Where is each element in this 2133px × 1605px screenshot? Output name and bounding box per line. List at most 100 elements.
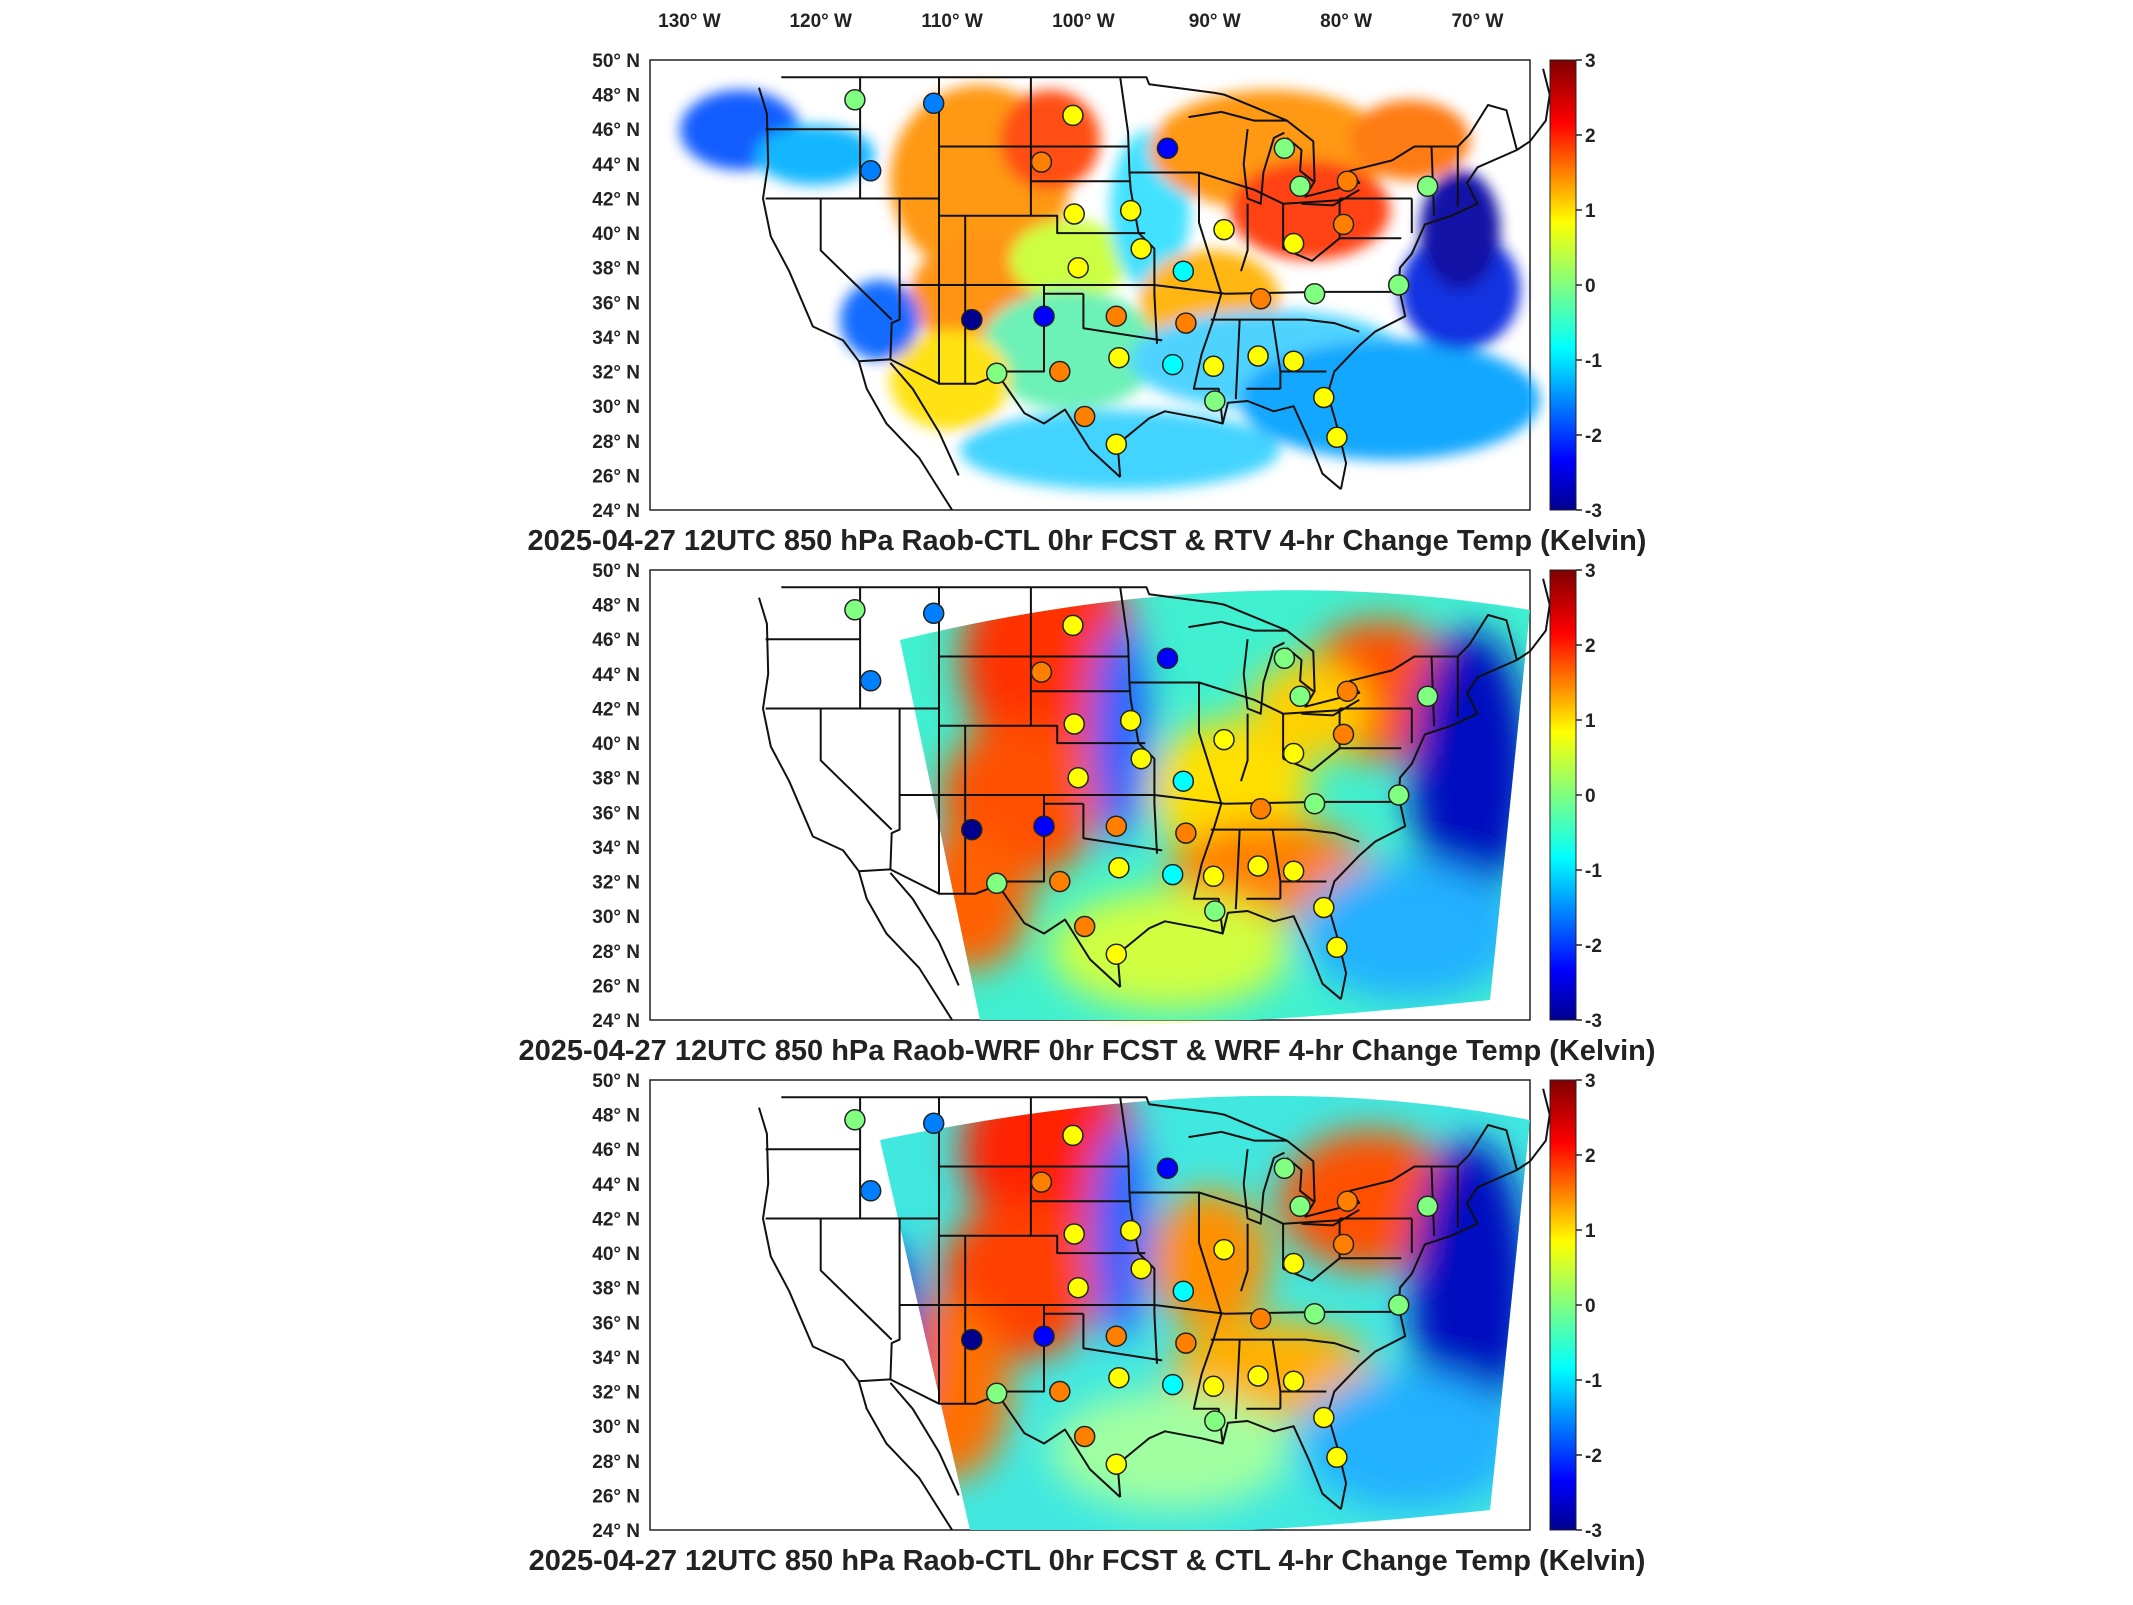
colorbar	[1550, 1080, 1576, 1530]
raob-station-marker	[1121, 711, 1141, 731]
raob-station-marker	[1248, 1366, 1268, 1386]
latitude-tick-label: 46° N	[592, 630, 640, 651]
longitude-tick-label: 70° W	[1451, 11, 1503, 32]
longitude-tick-label: 90° W	[1189, 11, 1241, 32]
latitude-tick-label: 28° N	[592, 432, 640, 453]
raob-station-marker	[1106, 434, 1126, 454]
longitude-tick-label: 100° W	[1052, 11, 1115, 32]
raob-station-marker	[1284, 744, 1304, 764]
raob-station-marker	[924, 93, 944, 113]
raob-station-marker	[1034, 816, 1054, 836]
raob-station-marker	[1214, 1240, 1234, 1260]
colorbar-tick-label: -2	[1585, 426, 1602, 447]
latitude-tick-label: 50° N	[592, 51, 640, 72]
raob-station-marker	[1205, 901, 1225, 921]
raob-station-marker	[1205, 391, 1225, 411]
raob-station-marker	[1075, 1427, 1095, 1447]
latitude-tick-label: 38° N	[592, 1279, 640, 1300]
latitude-tick-label: 24° N	[592, 1521, 640, 1542]
raob-station-marker	[1327, 1447, 1347, 1467]
longitude-tick-label: 80° W	[1320, 11, 1372, 32]
raob-station-marker	[1068, 768, 1088, 788]
latitude-tick-label: 30° N	[592, 907, 640, 928]
raob-station-marker	[1334, 214, 1354, 234]
raob-station-marker	[1314, 898, 1334, 918]
raob-station-marker	[1274, 138, 1294, 158]
raob-station-marker	[1284, 351, 1304, 371]
longitude-tick-label: 110° W	[921, 11, 983, 32]
raob-station-marker	[1173, 261, 1193, 281]
panel-title-wrf: 2025-04-27 12UTC 850 hPa Raob-WRF 0hr FC…	[518, 1035, 1655, 1067]
latitude-tick-label: 46° N	[592, 1140, 640, 1161]
raob-station-marker	[1251, 799, 1271, 819]
latitude-tick-label: 44° N	[592, 1175, 640, 1196]
raob-station-marker	[1106, 1326, 1126, 1346]
latitude-tick-label: 42° N	[592, 189, 640, 210]
latitude-tick-label: 26° N	[592, 466, 640, 487]
raob-station-marker	[1284, 1371, 1304, 1391]
latitude-tick-label: 44° N	[592, 155, 640, 176]
colorbar-tick-label: 2	[1585, 1146, 1596, 1167]
colorbar-tick-label: 3	[1585, 51, 1596, 72]
raob-station-marker	[1109, 858, 1129, 878]
raob-station-marker	[987, 1383, 1007, 1403]
colorbars: 3210-1-2-33210-1-2-33210-1-2-3	[1550, 51, 1602, 1542]
raob-station-marker	[1121, 201, 1141, 221]
raob-station-marker	[1068, 1278, 1088, 1298]
longitude-tick-label: 130° W	[658, 11, 721, 32]
raob-station-marker	[1106, 944, 1126, 964]
latitude-tick-label: 28° N	[592, 1452, 640, 1473]
raob-station-marker	[1334, 724, 1354, 744]
raob-station-marker	[1204, 356, 1224, 376]
latitude-tick-label: 38° N	[592, 769, 640, 790]
raob-station-marker	[1305, 284, 1325, 304]
raob-station-marker	[1176, 823, 1196, 843]
raob-station-marker	[1163, 1375, 1183, 1395]
latitude-tick-label: 36° N	[592, 293, 640, 314]
raob-station-marker	[962, 310, 982, 330]
colorbar-tick-label: 0	[1585, 786, 1596, 807]
raob-station-marker	[845, 600, 865, 620]
raob-station-marker	[1075, 407, 1095, 427]
raob-station-marker	[1163, 865, 1183, 885]
latitude-tick-label: 34° N	[592, 1348, 640, 1369]
colorbar-tick-label: 1	[1585, 1221, 1596, 1242]
colorbar-tick-label: 0	[1585, 276, 1596, 297]
latitude-tick-label: 32° N	[592, 873, 640, 894]
map-panel-rtv	[650, 60, 1550, 510]
latitude-tick-label: 48° N	[592, 86, 640, 107]
raob-station-marker	[987, 363, 1007, 383]
raob-station-marker	[845, 1110, 865, 1130]
raob-station-marker	[924, 603, 944, 623]
colorbar-tick-label: -1	[1585, 1371, 1602, 1392]
colorbar-tick-label: 3	[1585, 561, 1596, 582]
raob-station-marker	[1063, 615, 1083, 635]
raob-station-marker	[1075, 917, 1095, 937]
raob-station-marker	[1290, 686, 1310, 706]
raob-station-marker	[1251, 1309, 1271, 1329]
colorbar-tick-label: -3	[1585, 1011, 1602, 1032]
raob-station-marker	[1031, 662, 1051, 682]
raob-station-marker	[1334, 1234, 1354, 1254]
latitude-tick-label: 34° N	[592, 328, 640, 349]
raob-station-marker	[1158, 1158, 1178, 1178]
raob-station-marker	[1106, 816, 1126, 836]
raob-station-marker	[1063, 1125, 1083, 1145]
raob-station-marker	[1068, 258, 1088, 278]
raob-station-marker	[1064, 714, 1084, 734]
raob-station-marker	[1337, 171, 1357, 191]
latitude-tick-label: 38° N	[592, 259, 640, 280]
latitude-tick-label: 48° N	[592, 596, 640, 617]
latitude-tick-label: 30° N	[592, 397, 640, 418]
colorbar-tick-label: 1	[1585, 711, 1596, 732]
raob-station-marker	[1163, 355, 1183, 375]
raob-station-marker	[845, 90, 865, 110]
latitude-tick-label: 42° N	[592, 699, 640, 720]
latitude-tick-label: 26° N	[592, 976, 640, 997]
raob-station-marker	[924, 1113, 944, 1133]
raob-station-marker	[1290, 1196, 1310, 1216]
panel-title-ctl: 2025-04-27 12UTC 850 hPa Raob-CTL 0hr FC…	[529, 1545, 1646, 1577]
raob-station-marker	[1337, 681, 1357, 701]
raob-station-marker	[1158, 138, 1178, 158]
